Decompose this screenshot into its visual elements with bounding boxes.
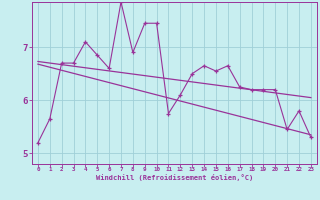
X-axis label: Windchill (Refroidissement éolien,°C): Windchill (Refroidissement éolien,°C) bbox=[96, 174, 253, 181]
